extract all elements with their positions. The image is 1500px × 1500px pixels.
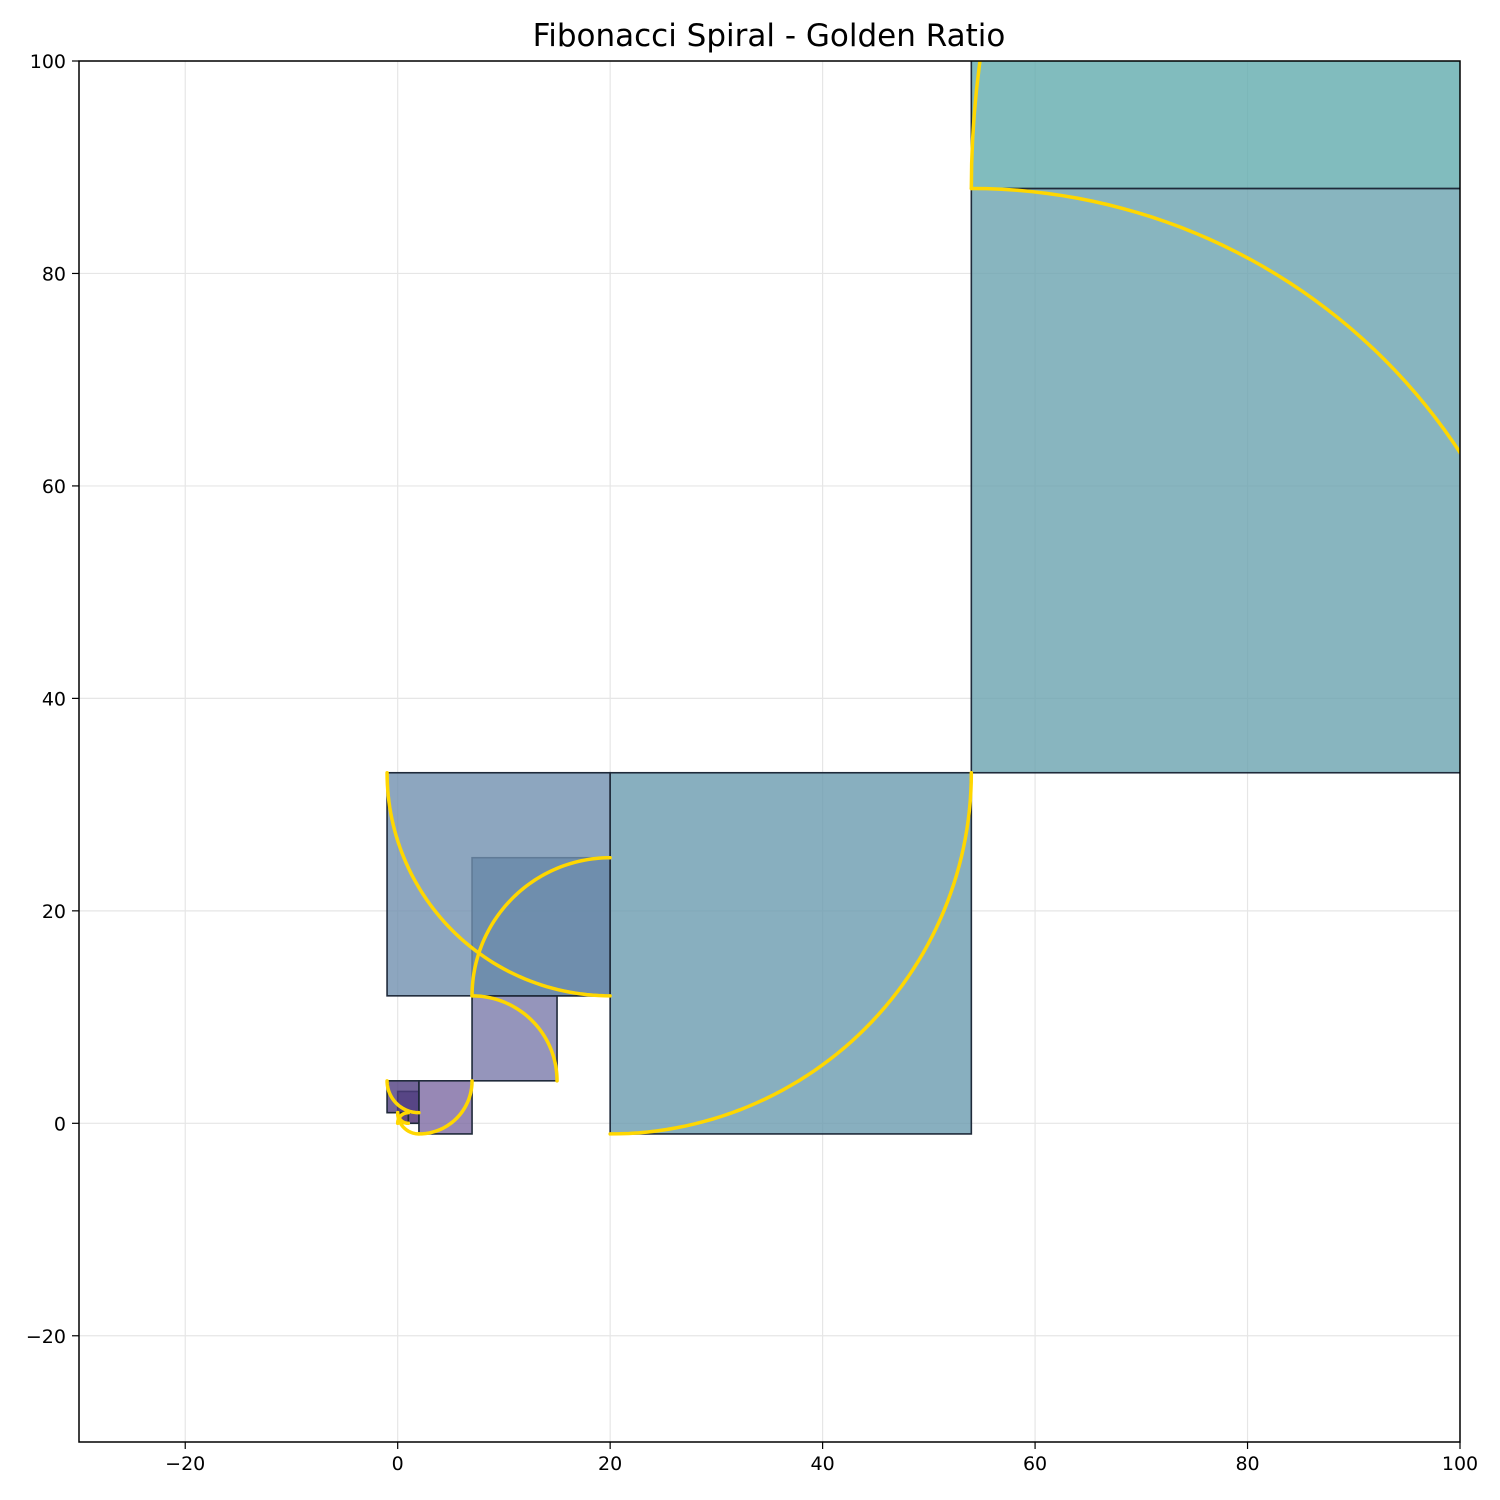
spiral-arc xyxy=(969,186,1460,456)
x-axis: −20 0 20 40 60 80 100 xyxy=(165,1442,1478,1475)
y-tick-label: 80 xyxy=(42,263,66,285)
y-tick-label: 60 xyxy=(42,476,66,498)
x-tick-label: 100 xyxy=(1442,1453,1478,1475)
y-tick-label: 40 xyxy=(42,688,66,710)
spiral-arc xyxy=(385,771,612,998)
squares-layer xyxy=(386,61,1460,1135)
y-tick-label: 20 xyxy=(42,901,66,923)
x-tick-label: 60 xyxy=(1023,1453,1047,1475)
y-tick-label: −20 xyxy=(26,1326,66,1348)
spiral-arc xyxy=(395,1110,421,1136)
spiral-arc xyxy=(470,994,559,1083)
spiral-arc xyxy=(417,1079,474,1136)
y-axis: −20 0 20 40 60 80 100 xyxy=(26,51,79,1348)
x-tick-label: 0 xyxy=(392,1453,404,1475)
y-tick-label: 100 xyxy=(30,51,66,73)
chart-title: Fibonacci Spiral - Golden Ratio xyxy=(533,18,1006,54)
fibonacci-square xyxy=(609,771,973,1135)
y-tick-label: 0 xyxy=(54,1113,66,1135)
x-tick-label: 80 xyxy=(1235,1453,1259,1475)
spiral-arc xyxy=(608,771,974,1136)
spiral-layer xyxy=(385,61,1460,1136)
plot-frame xyxy=(78,60,1461,1443)
spiral-arc xyxy=(385,1079,421,1115)
x-tick-label: 20 xyxy=(598,1453,622,1475)
x-tick-label: −20 xyxy=(165,1453,205,1475)
spiral-arc xyxy=(470,855,612,998)
x-tick-label: 40 xyxy=(811,1453,835,1475)
fibonacci-square xyxy=(386,771,611,997)
fibonacci-square xyxy=(970,61,1460,190)
fibonacci-square xyxy=(970,187,1460,774)
fibonacci-square xyxy=(471,995,558,1082)
